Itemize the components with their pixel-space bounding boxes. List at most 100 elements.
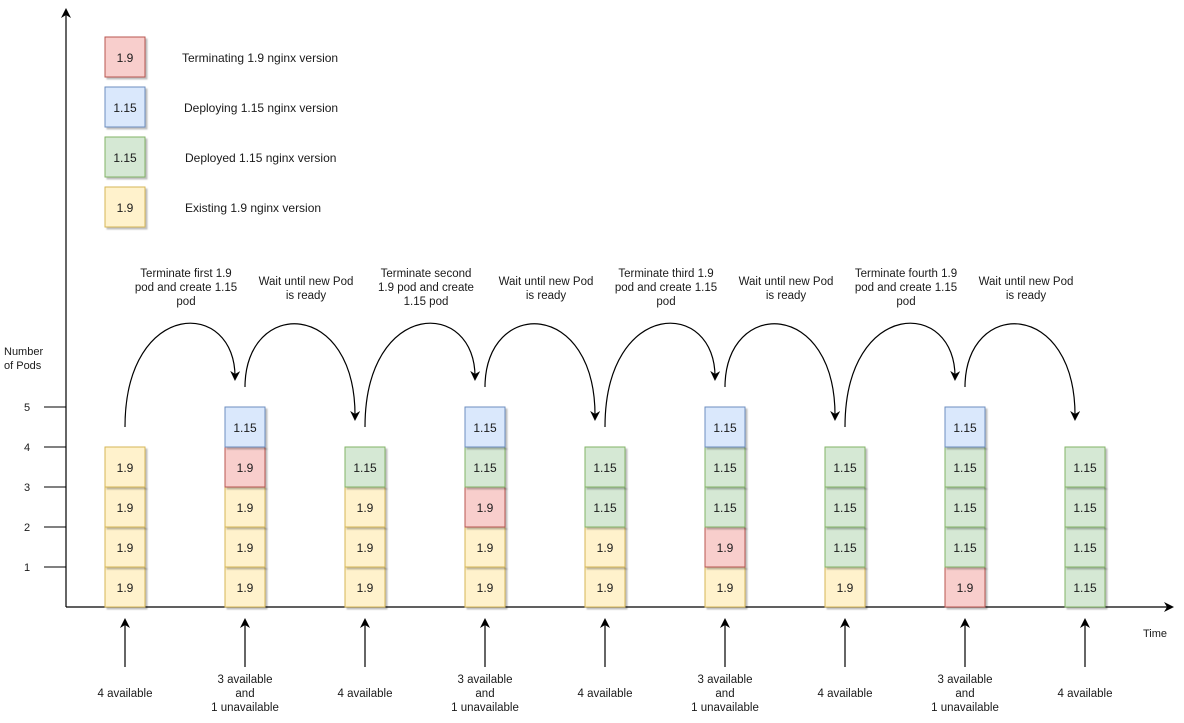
pod-version-label: 1.15 bbox=[473, 461, 497, 475]
pod-column-3: 1.9 1.9 1.9 1.15 bbox=[344, 446, 386, 608]
pod-version-label: 1.9 bbox=[597, 541, 614, 555]
step-arrow bbox=[844, 322, 961, 428]
step-8: Wait until new Pod is ready bbox=[964, 276, 1081, 421]
step-caption: Wait until new Pod bbox=[979, 276, 1074, 288]
availability-label: 1 unavailable bbox=[931, 702, 999, 714]
pod-column-1: 1.9 1.9 1.9 1.9 bbox=[104, 446, 146, 608]
pod-version-label: 1.9 bbox=[597, 581, 614, 595]
pod-rect bbox=[824, 446, 866, 488]
legend-item-terminating: 1.9 Terminating 1.9 nginx version bbox=[104, 36, 338, 78]
legend-text: Deployed 1.15 nginx version bbox=[185, 151, 336, 165]
pod-box-existing: 1.9 bbox=[224, 526, 266, 568]
y-tick-label: 1 bbox=[24, 562, 30, 574]
y-axis-title-line-2: of Pods bbox=[4, 360, 42, 372]
availability-label: and bbox=[715, 688, 734, 700]
pod-box-deployed: 1.15 bbox=[824, 446, 866, 488]
step-caption: pod bbox=[896, 296, 915, 308]
availability-label: and bbox=[235, 688, 254, 700]
pod-box-existing: 1.9 bbox=[224, 486, 266, 528]
pod-version-label: 1.15 bbox=[833, 461, 857, 475]
pod-version-label: 1.9 bbox=[957, 581, 974, 595]
pod-rect bbox=[464, 486, 506, 528]
pod-version-label: 1.15 bbox=[1073, 541, 1097, 555]
pod-rect bbox=[224, 406, 266, 448]
step-caption: Terminate third 1.9 bbox=[618, 268, 713, 280]
pod-version-label: 1.15 bbox=[953, 421, 977, 435]
pod-column-5: 1.9 1.9 1.15 1.15 bbox=[584, 446, 626, 608]
legend-swatch bbox=[104, 186, 146, 228]
step-caption: 1.15 pod bbox=[404, 296, 449, 308]
pod-rect bbox=[704, 526, 746, 568]
x-axis-title: Time bbox=[1143, 628, 1167, 640]
availability-label: 4 available bbox=[578, 688, 633, 700]
pod-version-label: 1.9 bbox=[357, 581, 374, 595]
step-caption: Terminate second bbox=[381, 268, 472, 280]
pod-version-label: 1.15 bbox=[833, 501, 857, 515]
pod-rect bbox=[584, 566, 626, 608]
pod-version-label: 1.9 bbox=[717, 581, 734, 595]
pod-version-label: 1.9 bbox=[237, 461, 254, 475]
step-caption: Wait until new Pod bbox=[739, 276, 834, 288]
pod-box-deployed: 1.15 bbox=[344, 446, 386, 488]
availability-label: 1 unavailable bbox=[211, 702, 279, 714]
legend-text: Existing 1.9 nginx version bbox=[185, 201, 321, 215]
pod-version-label: 1.9 bbox=[477, 501, 494, 515]
pod-box-existing: 1.9 bbox=[824, 566, 866, 608]
pod-version-label: 1.15 bbox=[593, 501, 617, 515]
pod-version-label: 1.15 bbox=[1073, 501, 1097, 515]
step-4: Wait until new Pod is ready bbox=[484, 276, 601, 421]
y-tick-label: 2 bbox=[24, 522, 30, 534]
pod-version-label: 1.15 bbox=[713, 501, 737, 515]
pod-box-deployed: 1.15 bbox=[1064, 446, 1106, 488]
step-arrow bbox=[124, 322, 241, 428]
legend-swatch-label: 1.9 bbox=[117, 201, 134, 215]
pod-version-label: 1.9 bbox=[117, 501, 134, 515]
pod-rect bbox=[224, 486, 266, 528]
y-axis-title-line-1: Number bbox=[4, 346, 43, 358]
step-5: Terminate third 1.9 pod and create 1.15 po… bbox=[604, 268, 721, 428]
pod-rect bbox=[464, 446, 506, 488]
pod-box-terminating: 1.9 bbox=[464, 486, 506, 528]
pod-version-label: 1.15 bbox=[1073, 461, 1097, 475]
pod-version-label: 1.15 bbox=[953, 501, 977, 515]
availability-label: 4 available bbox=[338, 688, 393, 700]
availability-3: 4 available bbox=[338, 618, 393, 700]
pod-version-label: 1.9 bbox=[357, 501, 374, 515]
y-tick-label: 3 bbox=[24, 482, 30, 494]
legend: 1.9 Terminating 1.9 nginx version 1.15 Depl… bbox=[104, 36, 338, 228]
pod-version-label: 1.15 bbox=[713, 421, 737, 435]
pod-rect bbox=[104, 486, 146, 528]
pod-rect bbox=[824, 566, 866, 608]
availability-5: 4 available bbox=[578, 618, 633, 700]
availability-7: 4 available bbox=[818, 618, 872, 700]
pod-box-existing: 1.9 bbox=[344, 486, 386, 528]
pod-box-deployed: 1.15 bbox=[704, 486, 746, 528]
step-caption: Terminate first 1.9 bbox=[140, 268, 231, 280]
pod-version-label: 1.9 bbox=[477, 541, 494, 555]
pod-box-deploying: 1.15 bbox=[464, 406, 506, 448]
pod-version-label: 1.15 bbox=[713, 461, 737, 475]
step-caption: pod and create 1.15 bbox=[855, 282, 957, 294]
pod-box-deploying: 1.15 bbox=[944, 406, 986, 448]
legend-swatch bbox=[104, 136, 146, 178]
pod-box-deployed: 1.15 bbox=[584, 486, 626, 528]
step-arrow bbox=[604, 322, 721, 428]
step-caption: is ready bbox=[766, 290, 807, 302]
pod-rect bbox=[104, 526, 146, 568]
pod-version-label: 1.9 bbox=[237, 541, 254, 555]
step-arrow bbox=[364, 322, 481, 428]
pod-box-deployed: 1.15 bbox=[584, 446, 626, 488]
pod-version-label: 1.9 bbox=[117, 541, 134, 555]
step-caption: Wait until new Pod bbox=[259, 276, 354, 288]
legend-swatch-label: 1.15 bbox=[113, 151, 137, 165]
legend-item-deploying: 1.15 Deploying 1.15 nginx version bbox=[104, 86, 338, 128]
legend-item-deployed: 1.15 Deployed 1.15 nginx version bbox=[104, 136, 336, 178]
pod-rect bbox=[344, 566, 386, 608]
pod-box-terminating: 1.9 bbox=[944, 566, 986, 608]
y-tick-label: 4 bbox=[24, 442, 30, 454]
pod-box-deployed: 1.15 bbox=[704, 446, 746, 488]
pod-version-label: 1.15 bbox=[833, 541, 857, 555]
pod-box-existing: 1.9 bbox=[224, 566, 266, 608]
step-arrow bbox=[724, 323, 841, 421]
legend-item-existing: 1.9 Existing 1.9 nginx version bbox=[104, 186, 321, 228]
